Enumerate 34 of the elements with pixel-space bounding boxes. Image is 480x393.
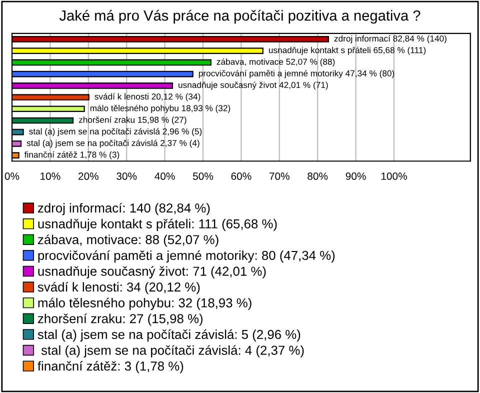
data-label: usnadňuje současný život 42,01 % (71) — [178, 82, 328, 90]
data-label: zábava, motivace 52,07 % (88) — [216, 58, 335, 66]
x-tick-label: 80% — [308, 172, 328, 180]
legend-label: finanční zátěž: 3 (1,78 %) — [38, 361, 184, 374]
legend-label: usnadňuje kontakt s přáteli: 111 (65,68 %) — [38, 218, 277, 231]
data-label: zhoršení zraku 15,98 % (27) — [78, 116, 186, 125]
x-tick-label: 90% — [346, 172, 366, 180]
data-label: stal (a) jsem se na počítači závislá 2,96 % (5) — [29, 128, 202, 136]
legend-label: usnadňuje současný život: 71 (42,01 %) — [38, 266, 266, 278]
legend-label: zdroj informací: 140 (82,84 %) — [38, 202, 210, 216]
legend-label: málo tělesného pohybu: 32 (18,93 %) — [38, 298, 252, 310]
x-tick-label: 0% — [4, 172, 20, 180]
data-label: usnadňuje kontakt s přáteli 65,68 % (111) — [269, 46, 426, 55]
data-label: procvičování paměti a jemné motoriky 47,34 % (80) — [198, 70, 394, 78]
data-label: svádí k lenosti 20,12 % (34) — [94, 93, 200, 102]
x-tick-label: 100% — [381, 172, 407, 180]
x-tick-label: 40% — [154, 172, 175, 180]
data-label: málo tělesného pohybu 18,93 % (32) — [90, 104, 230, 113]
x-tick-label: 30% — [116, 172, 137, 180]
data-label: zdroj informací 82,84 % (140) — [334, 35, 446, 44]
legend-label: zhoršení zraku: 27 (15,98 %) — [38, 314, 203, 326]
data-label: stal (a) jsem se na počítači závislá 2,37 % (4) — [26, 140, 200, 148]
x-tick-label: 60% — [231, 172, 252, 180]
chart-title: Jaké má pro Vás práce na počítači pozitiva a negativa ? — [59, 10, 420, 24]
legend-label: zábava, motivace: 88 (52,07 %) — [38, 234, 218, 247]
x-tick-label: 20% — [78, 172, 98, 180]
legend-label: procvičování paměti a jemné motoriky: 80 (47,34 %) — [38, 250, 335, 263]
x-tick-label: 10% — [40, 172, 60, 180]
data-label: finanční zátěž 1,78 % (3) — [24, 151, 120, 160]
legend-label: stal (a) jsem se na počítači závislá: 5 (2,96 %) — [38, 329, 300, 342]
legend-label: stal (a) jsem se na počítači závislá: 4 (2,37 %) — [41, 345, 304, 358]
x-tick-label: 70% — [270, 172, 290, 180]
x-tick-label: 50% — [192, 172, 214, 180]
legend-label: svádí k lenosti: 34 (20,12 %) — [38, 282, 200, 294]
